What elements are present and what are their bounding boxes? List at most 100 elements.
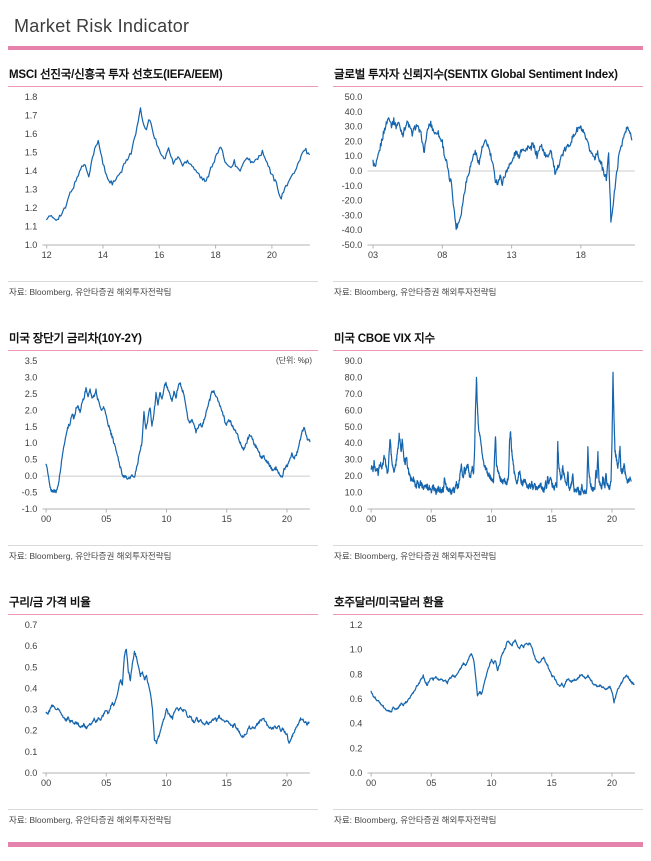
source-note: 자료: Bloomberg, 유안타증권 해외투자전략팀 (334, 551, 497, 561)
chart-grid: MSCI 선진국/신흥국 투자 선호도(IEFA/EEM) 1.8 1.7 1.6 1… (8, 66, 643, 826)
svg-text:0.5: 0.5 (25, 455, 38, 465)
svg-text:-20.0: -20.0 (342, 196, 363, 206)
chart-area: 90.0 80.0 70.0 60.0 50.0 40.0 30.0 20.0 10.0 0.0 0… (333, 351, 643, 543)
svg-text:18: 18 (211, 250, 221, 260)
svg-text:0.5: 0.5 (25, 662, 38, 672)
chart-card-aud-usd: 호주달러/미국달러 환율 1.2 1.0 0.8 0.6 0.4 0.2 0.0 00 05 10… (333, 594, 643, 826)
svg-text:08: 08 (437, 250, 447, 260)
source-divider (8, 809, 318, 810)
line-chart-us-10y-2y-spread: 3.5 3.0 2.5 2.0 1.5 1.0 0.5 0.0 -0.5 -1.000 05 10 15… (22, 356, 311, 524)
chart-title-divider (8, 350, 318, 351)
svg-text:10: 10 (486, 778, 496, 788)
svg-text:20.0: 20.0 (345, 136, 363, 146)
svg-text:20: 20 (282, 514, 292, 524)
svg-text:20: 20 (267, 250, 277, 260)
svg-text:10.0: 10.0 (345, 488, 363, 498)
footer-accent-bar (8, 842, 643, 847)
source-note: 자료: Bloomberg, 유안타증권 해외투자전략팀 (9, 815, 172, 825)
svg-text:15: 15 (222, 778, 232, 788)
svg-text:40.0: 40.0 (345, 438, 363, 448)
svg-text:0.8: 0.8 (350, 669, 363, 679)
svg-text:1.6: 1.6 (25, 129, 38, 139)
chart-card-msci-preference: MSCI 선진국/신흥국 투자 선호도(IEFA/EEM) 1.8 1.7 1.6 1… (8, 66, 318, 298)
svg-text:1.2: 1.2 (25, 203, 38, 213)
svg-text:0.1: 0.1 (25, 747, 38, 757)
svg-text:1.0: 1.0 (350, 645, 363, 655)
svg-text:18: 18 (576, 250, 586, 260)
source-divider (333, 281, 643, 282)
svg-text:05: 05 (101, 778, 111, 788)
unit-note: (단위: %p) (275, 356, 312, 365)
chart-card-copper-gold: 구리/금 가격 비율 0.7 0.6 0.5 0.4 0.3 0.2 0.1 0.0 00 05 1… (8, 594, 318, 826)
svg-text:-1.0: -1.0 (22, 504, 38, 514)
svg-text:50.0: 50.0 (345, 92, 363, 102)
svg-text:1.5: 1.5 (25, 422, 38, 432)
svg-text:60.0: 60.0 (345, 405, 363, 415)
svg-text:00: 00 (366, 778, 376, 788)
svg-text:2.0: 2.0 (25, 405, 38, 415)
svg-text:1.4: 1.4 (25, 166, 38, 176)
svg-text:00: 00 (41, 514, 51, 524)
chart-title-divider (8, 614, 318, 615)
svg-text:00: 00 (41, 778, 51, 788)
svg-text:0.2: 0.2 (350, 743, 363, 753)
source-note: 자료: Bloomberg, 유안타증권 해외투자전략팀 (9, 287, 172, 297)
svg-text:30.0: 30.0 (345, 455, 363, 465)
svg-text:1.0: 1.0 (25, 240, 38, 250)
svg-text:16: 16 (154, 250, 164, 260)
chart-title: 미국 CBOE VIX 지수 (334, 333, 435, 345)
svg-text:15: 15 (547, 514, 557, 524)
svg-text:3.5: 3.5 (25, 356, 38, 366)
chart-title-divider (333, 350, 643, 351)
chart-area: 0.7 0.6 0.5 0.4 0.3 0.2 0.1 0.0 00 05 10 15 20 (8, 615, 318, 807)
svg-text:-0.5: -0.5 (22, 488, 38, 498)
svg-text:0.0: 0.0 (25, 768, 38, 778)
chart-title: 미국 장단기 금리차(10Y-2Y) (9, 333, 142, 345)
svg-text:14: 14 (98, 250, 108, 260)
line-chart-aud-usd-rate: 1.2 1.0 0.8 0.6 0.4 0.2 0.000 05 10 15 20 (350, 620, 635, 788)
svg-text:1.0: 1.0 (25, 438, 38, 448)
svg-text:1.7: 1.7 (25, 111, 38, 121)
chart-card-vix: 미국 CBOE VIX 지수 90.0 80.0 70.0 60.0 50.0 40.0 3… (333, 330, 643, 562)
svg-text:1.8: 1.8 (25, 92, 38, 102)
title-accent-bar (8, 46, 643, 50)
chart-card-yield-spread: 미국 장단기 금리차(10Y-2Y) (단위: %p) 3.5 3.0 2.5 2.0… (8, 330, 318, 562)
page-title: Market Risk Indicator (14, 16, 190, 36)
svg-text:00: 00 (366, 514, 376, 524)
source-note: 자료: Bloomberg, 유안타증권 해외투자전략팀 (334, 287, 497, 297)
svg-text:30.0: 30.0 (345, 122, 363, 132)
svg-text:0.3: 0.3 (25, 705, 38, 715)
svg-text:0.4: 0.4 (25, 683, 38, 693)
svg-text:0.0: 0.0 (350, 768, 363, 778)
svg-text:-40.0: -40.0 (342, 225, 363, 235)
line-chart-cboe-vix: 90.080.070.060.050.040.030.020.010.00.00… (345, 356, 635, 524)
svg-text:20: 20 (607, 778, 617, 788)
chart-title: 글로벌 투자자 신뢰지수(SENTIX Global Sentiment Ind… (334, 69, 618, 81)
svg-text:0.6: 0.6 (350, 694, 363, 704)
svg-text:12: 12 (42, 250, 52, 260)
line-chart-msci-iefa-eem: 1.8 1.7 1.6 1.5 1.4 1.3 1.2 1.1 1.0 12 14 16 18 20 (25, 92, 310, 260)
source-note: 자료: Bloomberg, 유안타증권 해외투자전략팀 (9, 551, 172, 561)
svg-text:10: 10 (161, 514, 171, 524)
chart-header: 호주달러/미국달러 환율 (333, 594, 643, 614)
svg-text:05: 05 (426, 778, 436, 788)
source-note: 자료: Bloomberg, 유안타증권 해외투자전략팀 (334, 815, 497, 825)
chart-title-divider (8, 86, 318, 87)
chart-title-divider (333, 86, 643, 87)
svg-text:03: 03 (368, 250, 378, 260)
svg-text:-10.0: -10.0 (342, 181, 363, 191)
svg-text:13: 13 (507, 250, 517, 260)
chart-header: 미국 CBOE VIX 지수 (333, 330, 643, 350)
svg-text:0.4: 0.4 (350, 719, 363, 729)
chart-area: (단위: %p) 3.5 3.0 2.5 2.0 1.5 1.0 0.5 0.0 -0.5 -1.… (8, 351, 318, 543)
chart-area: 1.2 1.0 0.8 0.6 0.4 0.2 0.0 00 05 10 15 20 (333, 615, 643, 807)
line-chart-copper-gold-ratio: 0.7 0.6 0.5 0.4 0.3 0.2 0.1 0.000 05 10 15 20 (25, 620, 310, 788)
chart-title: MSCI 선진국/신흥국 투자 선호도(IEFA/EEM) (9, 69, 223, 81)
svg-text:20.0: 20.0 (345, 471, 363, 481)
svg-text:80.0: 80.0 (345, 372, 363, 382)
svg-text:1.5: 1.5 (25, 148, 38, 158)
svg-text:1.1: 1.1 (25, 222, 38, 232)
source-divider (8, 281, 318, 282)
svg-text:90.0: 90.0 (345, 356, 363, 366)
chart-area: 1.8 1.7 1.6 1.5 1.4 1.3 1.2 1.1 1.0 12 14 16 18 20 (8, 87, 318, 279)
